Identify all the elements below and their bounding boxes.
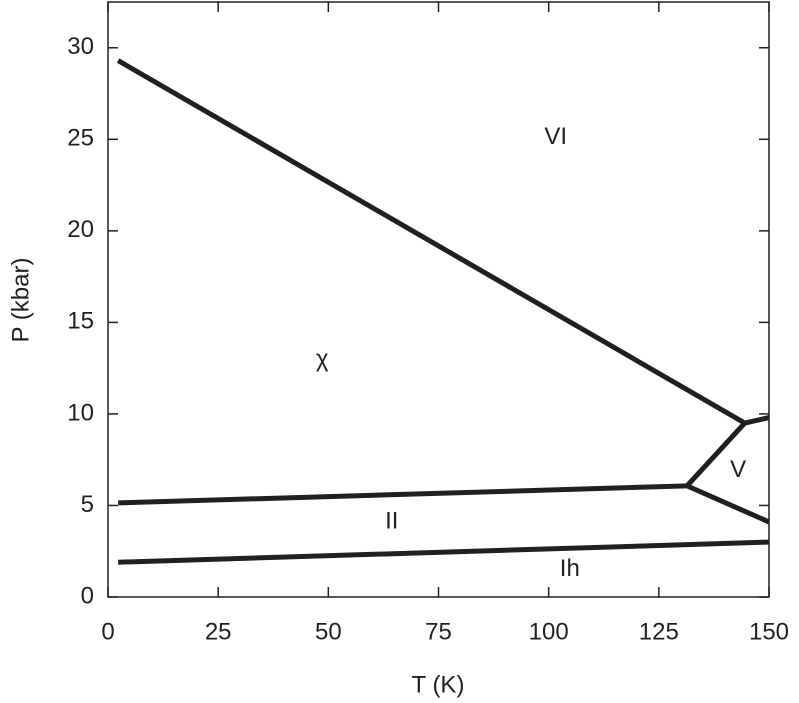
y-axis-title: P (kbar) bbox=[7, 258, 34, 343]
x-axis-title: T (K) bbox=[412, 671, 465, 698]
phase-boundary bbox=[686, 483, 771, 525]
phase-boundary bbox=[685, 421, 747, 488]
region-label: VI bbox=[544, 123, 567, 150]
x-tick-label: 75 bbox=[425, 618, 452, 645]
phase-boundary bbox=[744, 415, 770, 426]
phase-boundary bbox=[116, 58, 747, 426]
region-label: II bbox=[385, 507, 398, 534]
region-label: χ bbox=[316, 345, 329, 372]
y-tick-label: 20 bbox=[67, 216, 94, 243]
plot-frame bbox=[107, 1, 770, 598]
y-tick-label: 30 bbox=[67, 33, 94, 60]
x-tick-label: 125 bbox=[639, 618, 679, 645]
x-tick-label: 25 bbox=[205, 618, 232, 645]
y-tick-label: 15 bbox=[67, 308, 94, 335]
x-tick-label: 0 bbox=[101, 618, 114, 645]
y-tick-label: 25 bbox=[67, 125, 94, 152]
phase-boundary bbox=[118, 483, 688, 506]
x-tick-label: 50 bbox=[315, 618, 342, 645]
y-tick-label: 10 bbox=[67, 399, 94, 426]
x-tick-label: 100 bbox=[529, 618, 569, 645]
y-tick-label: 5 bbox=[81, 491, 94, 518]
x-tick-label: 150 bbox=[749, 618, 789, 645]
region-label: Ih bbox=[560, 555, 580, 582]
phase-boundary bbox=[118, 539, 770, 565]
y-tick-label: 0 bbox=[81, 582, 94, 609]
region-label: V bbox=[730, 456, 746, 483]
